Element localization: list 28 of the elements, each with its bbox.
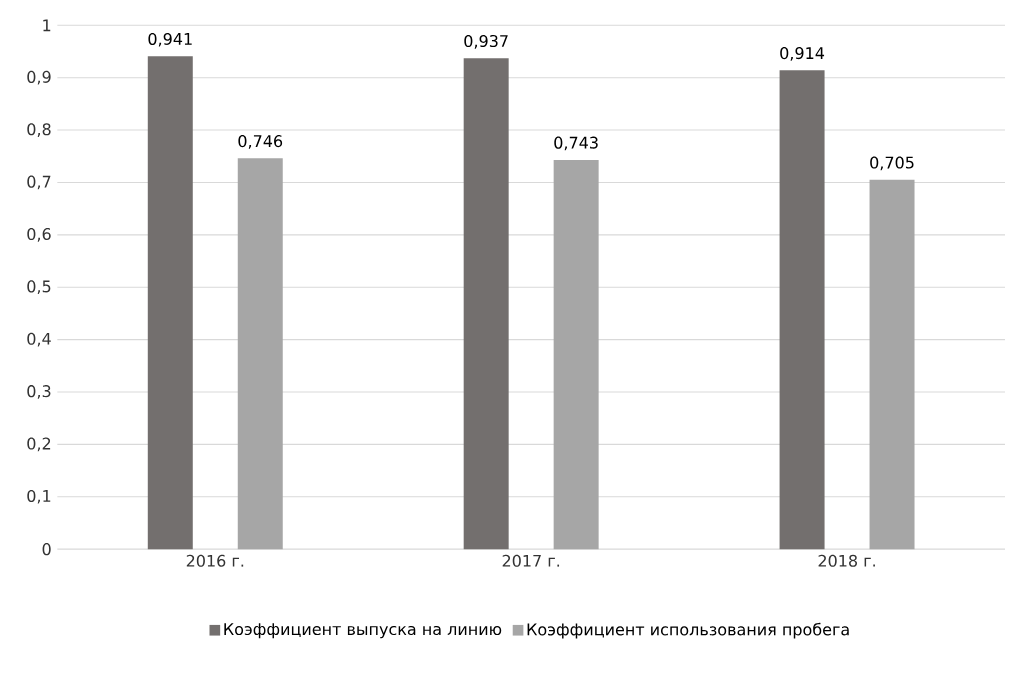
bar — [147, 56, 193, 550]
y-tick-label: 0,4 — [27, 332, 51, 347]
x-tick-label: 2018 г. — [818, 554, 875, 567]
data-label: 0,941 — [148, 32, 192, 47]
bar — [869, 179, 915, 550]
y-tick-label: 0,1 — [27, 489, 51, 504]
data-label: 0,937 — [464, 34, 508, 49]
bar — [463, 58, 509, 550]
legend-label: Коэффициент использования пробега — [527, 622, 849, 639]
data-label: 0,705 — [870, 156, 914, 171]
y-tick-label: 0,8 — [27, 123, 51, 137]
y-tick-label: 0,9 — [27, 70, 51, 85]
y-tick-label: 0,3 — [27, 385, 51, 399]
bar — [237, 158, 283, 550]
data-label: 0,743 — [554, 136, 598, 151]
y-tick-label: 0,6 — [27, 227, 51, 242]
data-label: 0,746 — [238, 134, 283, 149]
bar — [553, 159, 599, 550]
y-tick-label: 0,2 — [27, 437, 51, 452]
y-tick-label: 1 — [43, 19, 51, 32]
legend-label: Коэффициент выпуска на линию — [224, 623, 502, 639]
bar — [779, 70, 825, 550]
y-tick-label: 0 — [42, 543, 51, 556]
data-label: 0,914 — [780, 46, 825, 61]
x-tick-label: 2017 г. — [502, 554, 560, 567]
x-tick-label: 2016 г. — [186, 554, 244, 567]
y-tick-label: 0,5 — [27, 280, 51, 295]
y-tick-label: 0,7 — [27, 175, 51, 190]
